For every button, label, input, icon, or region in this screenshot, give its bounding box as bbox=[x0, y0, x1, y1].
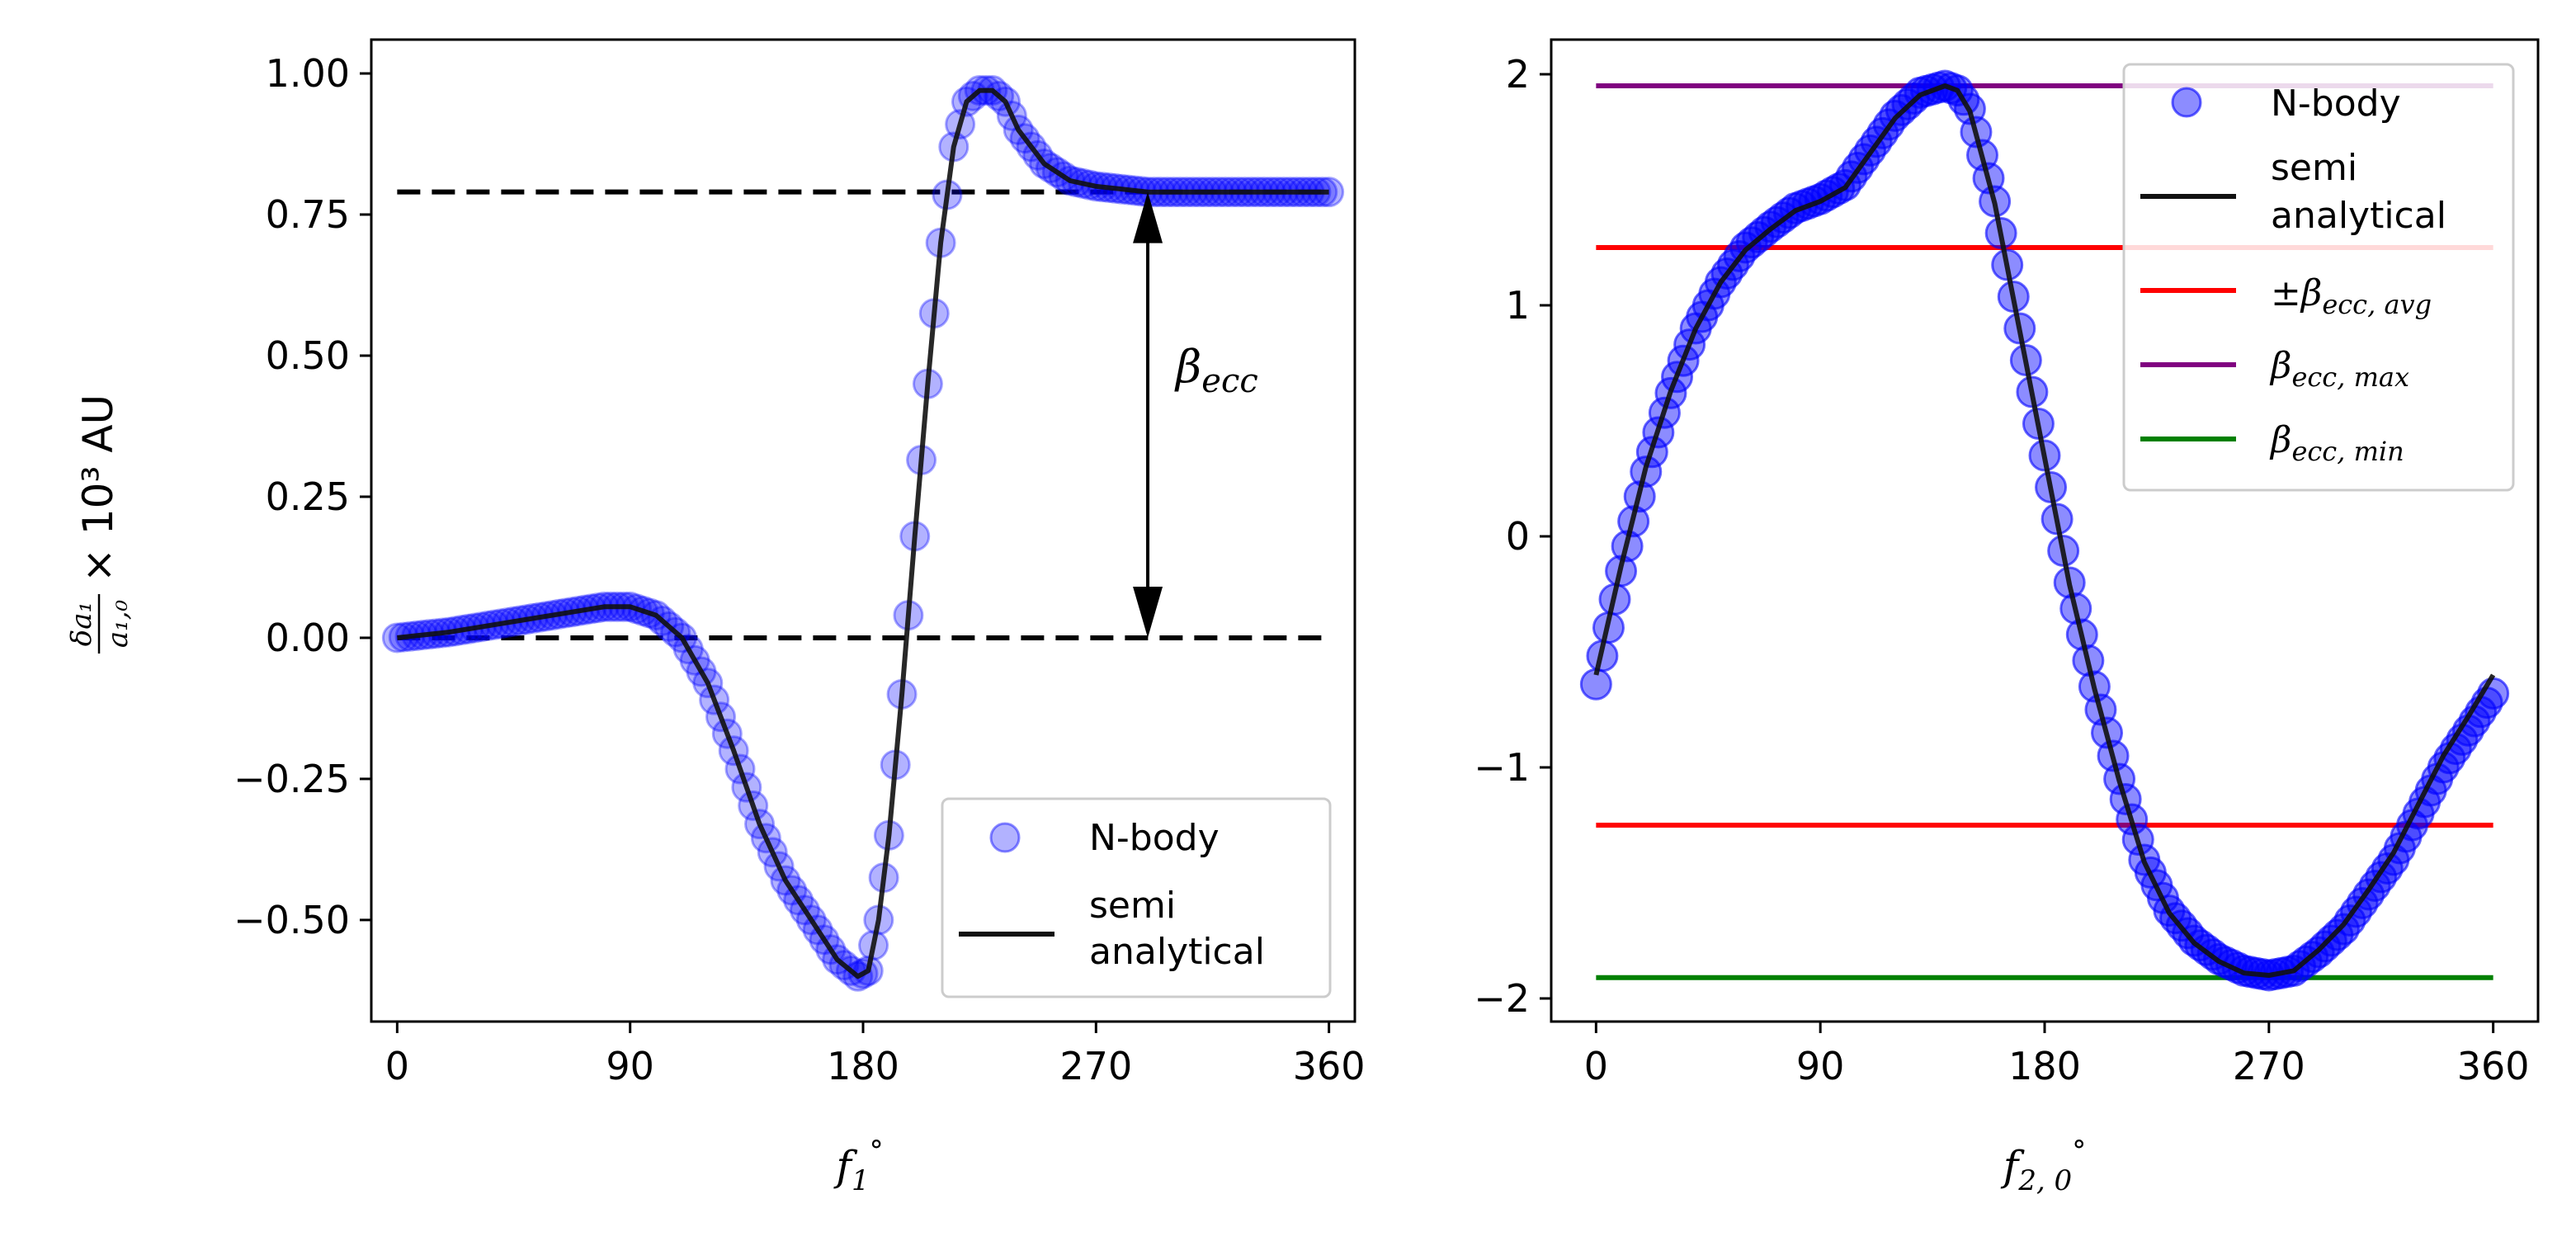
left-data-marks bbox=[381, 75, 1345, 992]
legend-label-beta-min: βecc, min bbox=[2269, 419, 2404, 467]
legend-label-analytical: analytical bbox=[1089, 931, 1265, 973]
annotation-arrowhead-down bbox=[1133, 586, 1163, 638]
left-x-axis-label: f1° bbox=[833, 1135, 883, 1197]
right-x-axis-ticks: 0 90 180 270 360 bbox=[1584, 1022, 2530, 1088]
right-y-tick-label: 0 bbox=[1506, 514, 1530, 559]
right-chart: 0 90 180 270 360 2 1 0 −1 −2 f2, 0° N-body semi … bbox=[1474, 38, 2540, 1197]
right-y-tick-label: −2 bbox=[1474, 976, 1530, 1021]
left-y-tick-label: 0.25 bbox=[266, 474, 350, 519]
legend-label-nbody: N-body bbox=[1089, 817, 1220, 859]
left-y-tick-label: −0.25 bbox=[234, 757, 350, 801]
y-label-units: × 10³ AU bbox=[74, 394, 122, 583]
legend-label-beta-avg: ±βecc, avg bbox=[2271, 272, 2432, 320]
right-x-tick-label: 270 bbox=[2233, 1044, 2305, 1088]
left-y-tick-label: 1.00 bbox=[266, 51, 350, 96]
right-x-tick-label: 360 bbox=[2457, 1044, 2530, 1088]
legend-marker-nbody bbox=[2171, 87, 2202, 118]
right-y-tick-label: −1 bbox=[1474, 745, 1530, 790]
right-semi-analytical-line bbox=[1593, 83, 2496, 978]
left-y-tick-label: 0.75 bbox=[266, 192, 350, 237]
right-data-marks bbox=[1579, 69, 2510, 992]
legend-label-semi: semi bbox=[2271, 147, 2357, 189]
right-y-axis-ticks: 2 1 0 −1 −2 bbox=[1474, 52, 1551, 1021]
left-x-axis-ticks: 0 90 180 270 360 bbox=[385, 1022, 1366, 1088]
left-x-tick-label: 0 bbox=[385, 1044, 409, 1088]
legend-label-analytical: analytical bbox=[2271, 195, 2446, 237]
left-y-axis-ticks: 1.00 0.75 0.50 0.25 0.00 −0.25 −0.50 bbox=[234, 51, 371, 942]
legend-label-nbody: N-body bbox=[2271, 83, 2401, 125]
y-label-denominator: a₁,₀ bbox=[101, 599, 134, 648]
legend-label-beta-max: βecc, max bbox=[2269, 345, 2409, 393]
legend-marker-nbody bbox=[989, 822, 1021, 853]
right-legend-box bbox=[2122, 63, 2515, 492]
right-y-tick-label: 1 bbox=[1506, 283, 1530, 328]
left-x-tick-label: 180 bbox=[827, 1044, 899, 1088]
left-y-tick-label: 0.50 bbox=[266, 333, 350, 378]
y-label-numerator: δa₁ bbox=[65, 602, 98, 646]
annotation-arrowhead-up bbox=[1133, 191, 1163, 243]
right-x-tick-label: 180 bbox=[2008, 1044, 2081, 1088]
annotation-label: βecc bbox=[1174, 341, 1258, 400]
left-y-axis-label: δa₁ a₁,₀ × 10³ AU bbox=[65, 394, 134, 654]
left-y-tick-label: 0.00 bbox=[266, 616, 350, 660]
left-semi-analytical-line bbox=[397, 87, 1329, 979]
left-legend-box bbox=[941, 797, 1332, 998]
left-x-tick-label: 360 bbox=[1293, 1044, 1366, 1088]
left-legend: N-body semi analytical bbox=[941, 797, 1332, 998]
left-x-tick-label: 90 bbox=[606, 1044, 654, 1088]
right-y-tick-label: 2 bbox=[1506, 52, 1530, 97]
right-legend: N-body semi analytical ±βecc, avg βecc, … bbox=[2122, 63, 2515, 492]
left-chart: βecc 0 90 180 270 360 1.00 0.75 0.50 0.25 0.00 −0… bbox=[65, 38, 1366, 1197]
right-x-axis-label: f2, 0° bbox=[2000, 1135, 2086, 1197]
legend-label-semi: semi bbox=[1089, 885, 1176, 927]
right-x-tick-label: 0 bbox=[1584, 1044, 1608, 1088]
right-x-tick-label: 90 bbox=[1796, 1044, 1845, 1088]
left-x-tick-label: 270 bbox=[1059, 1044, 1132, 1088]
left-y-tick-label: −0.50 bbox=[234, 898, 350, 942]
beta-ecc-annotation: βecc bbox=[1133, 191, 1258, 638]
